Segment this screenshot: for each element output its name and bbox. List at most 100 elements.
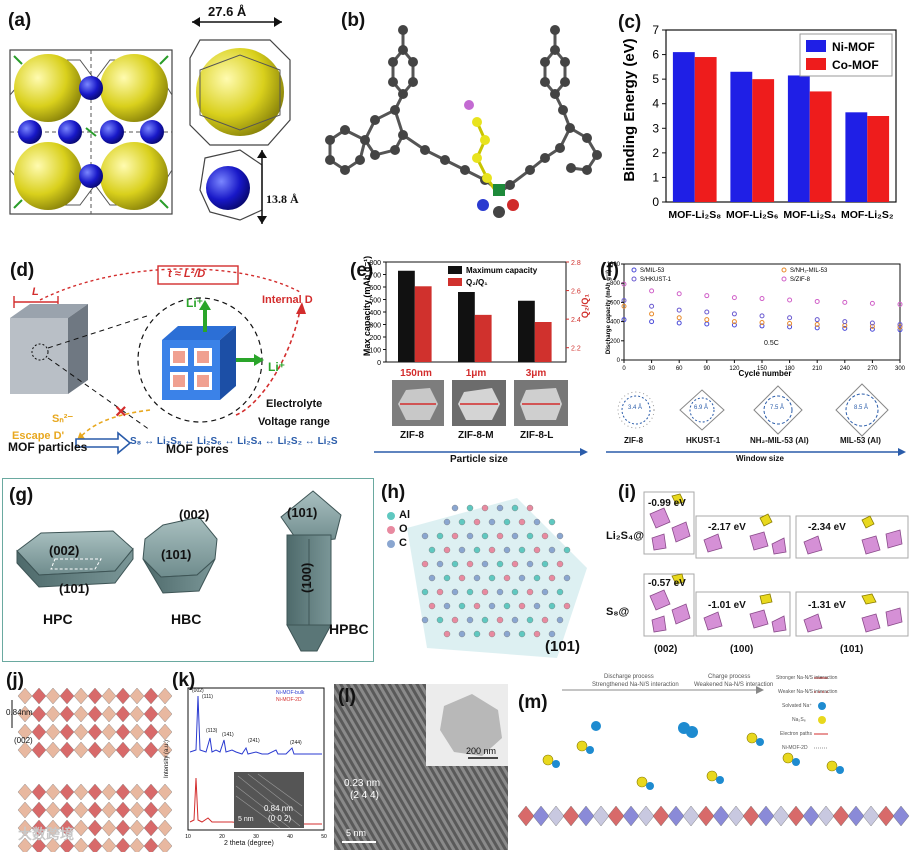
structure-mil53: MIL-53 (Al): [840, 436, 881, 445]
layer-unit: [157, 687, 172, 705]
structure-hkust1: HKUST-1: [686, 436, 721, 445]
scale-main: 5 nm: [346, 828, 367, 838]
polysulfide-label: Sₙ²⁻: [52, 413, 74, 425]
legend-label: S/HKUST-1: [640, 277, 672, 283]
lattice-atom: [481, 588, 489, 596]
lattice-atom: [548, 630, 556, 638]
legend-label: Q₂/Q₁: [466, 278, 488, 287]
lattice-atom: [443, 602, 451, 610]
layer-unit: [157, 723, 172, 741]
point-2-5: [759, 313, 765, 319]
layer-unit: [115, 801, 131, 819]
panel-i-label: (i): [618, 482, 636, 503]
panel-e-label: (e): [350, 260, 374, 281]
layer-unit: [17, 801, 33, 819]
point-3-3: [704, 293, 710, 299]
substrate-unit: [847, 805, 865, 827]
layer-unit: [17, 687, 33, 705]
substrate-unit: [592, 805, 610, 827]
point-3-1: [649, 288, 655, 294]
lattice-atom: [503, 546, 511, 554]
lattice-atom: [533, 630, 541, 638]
substrate-unit: [637, 805, 655, 827]
bar-max-capacity-0: [398, 270, 415, 362]
watermark: 大数跨境: [18, 826, 74, 842]
panel-i: (i) -0.99 eV -2.17 eV -2.34 eV -0.57 eV …: [600, 478, 911, 662]
point-3-2: [676, 291, 682, 297]
point-0-5: [759, 323, 765, 329]
lattice-atom: [458, 602, 466, 610]
lattice-atom: [541, 588, 549, 596]
layer-unit: [73, 819, 89, 837]
energy-li2s4-002: -0.99 eV: [648, 498, 686, 509]
lattice-atom: [436, 532, 444, 540]
lattice-atom: [541, 560, 549, 568]
lattice-atom: [548, 602, 556, 610]
mof-pores-label: MOF pores: [166, 442, 229, 456]
xrd-x-tick-label: 30: [253, 834, 259, 840]
lattice-spacing: 0.23 nm: [344, 778, 381, 789]
binding-energy-axis-label: Binding Energy (eV): [621, 38, 638, 181]
legend-marker: [781, 267, 787, 273]
lattice-atom: [503, 602, 511, 610]
legend-label: Maximum capacity: [466, 266, 538, 275]
legend-label: Co-MOF: [832, 58, 879, 72]
layer-unit: [129, 837, 145, 852]
y-tick-label: 2: [652, 146, 659, 160]
lattice-atom: [451, 588, 459, 596]
point-2-6: [787, 315, 793, 321]
window-mil53: 8.5 Å: [854, 405, 869, 411]
layer-unit: [129, 783, 145, 801]
y-tick-label: 800: [610, 281, 621, 287]
point-0-7: [814, 325, 820, 331]
layer-unit: [143, 837, 159, 852]
lattice-atom: [526, 504, 534, 512]
layer-unit: [115, 687, 131, 705]
molecule-model: [325, 25, 602, 218]
y-tick-label: 7: [652, 23, 659, 37]
window-size-caption: Window size: [736, 454, 784, 463]
layer-unit: [157, 741, 172, 759]
category-label: MOF-Li₂S₆: [726, 209, 779, 221]
bar-q2q1-1: [474, 314, 492, 362]
legend-marker: [631, 267, 637, 273]
legend-2d: Ni-MOF-2D: [276, 697, 302, 703]
legend-label: S/NH₂-MIL-53: [790, 268, 828, 274]
sodium-ion: [552, 760, 560, 768]
point-1-2: [676, 315, 682, 321]
sodium-ion: [756, 738, 764, 746]
lattice-atom: [488, 574, 496, 582]
category-label: MOF-Li₂S₂: [841, 209, 894, 221]
layer-unit: [59, 723, 75, 741]
lattice-atom: [481, 616, 489, 624]
window-hkust1: 6.9 Å: [694, 405, 709, 411]
lattice-atom: [421, 616, 429, 624]
y2-tick-label: 2.2: [571, 346, 581, 353]
bar-ni-mof-1: [730, 71, 753, 203]
energy-li2s4-101: -2.34 eV: [808, 522, 846, 533]
layer-unit: [73, 705, 89, 723]
layer-unit: [129, 687, 145, 705]
layer-unit: [59, 783, 75, 801]
panel-h-label: (h): [381, 482, 406, 503]
lattice-facet: (101): [545, 638, 581, 655]
lattice-atom: [556, 560, 564, 568]
point-2-10: [897, 321, 903, 327]
lattice-atom: [503, 574, 511, 582]
panel-b-label: (b): [341, 10, 366, 31]
lattice-atom: [556, 532, 564, 540]
legend-solvated: Solvated Na⁺: [782, 703, 812, 709]
panel-j: (j) 0.84nm (002): [0, 666, 172, 852]
panel-c-label: (c): [618, 12, 642, 33]
legend-bulk: Ni-MOF-bulk: [276, 690, 305, 696]
na2s8-cluster: [746, 732, 758, 744]
legend-electron: Electron paths: [780, 731, 812, 737]
layer-facet: (002): [14, 736, 33, 745]
dim-side-label: 13.8 Å: [266, 192, 299, 206]
substrate-unit: [532, 805, 550, 827]
inset-facet: (0 0 2): [268, 814, 292, 823]
lattice-atom: [451, 616, 459, 624]
name-hpc: HPC: [43, 611, 73, 627]
substrate-unit: [547, 805, 565, 827]
bar-max-capacity-2: [518, 300, 535, 362]
